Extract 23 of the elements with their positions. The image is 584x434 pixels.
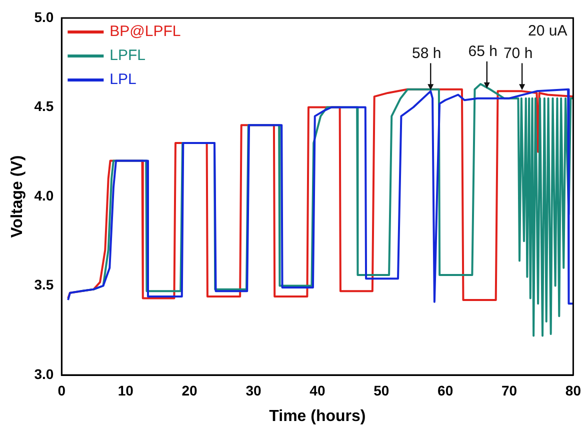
y-tick-label: 3.0 [34, 366, 54, 382]
x-tick-label: 20 [182, 382, 198, 398]
x-tick-label: 80 [565, 382, 582, 398]
x-tick-label: 30 [246, 382, 262, 398]
x-tick-label: 60 [438, 382, 454, 398]
y-tick-label: 5.0 [34, 8, 54, 25]
y-tick-label: 4.5 [34, 98, 54, 114]
x-tick-label: 0 [58, 382, 66, 398]
y-axis-title: Voltage (V) [9, 155, 26, 238]
annotation: 70 h [503, 44, 533, 62]
annotation: 58 h [412, 44, 442, 62]
annotation: 20 uA [528, 22, 568, 40]
x-tick-label: 10 [118, 382, 134, 398]
x-axis-title: Time (hours) [269, 408, 366, 425]
y-tick-label: 3.5 [34, 276, 54, 293]
x-tick-label: 40 [310, 382, 326, 398]
legend-label: BP@LPFL [110, 23, 181, 40]
y-tick-label: 4.0 [34, 187, 54, 204]
annotation: 65 h [468, 43, 498, 60]
x-tick-label: 50 [374, 382, 390, 398]
legend-label: LPL [110, 71, 136, 88]
x-tick-label: 70 [501, 382, 518, 398]
legend-label: LPFL [110, 47, 146, 64]
